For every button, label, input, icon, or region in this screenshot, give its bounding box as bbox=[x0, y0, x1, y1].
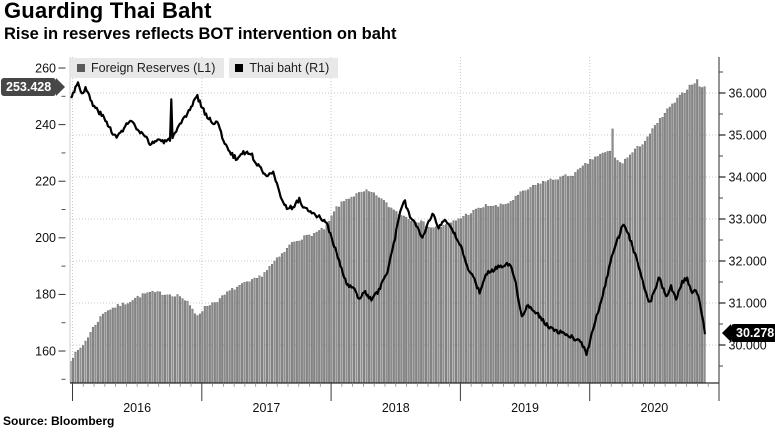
badge-arrow-left-icon bbox=[722, 324, 731, 343]
legend-swatch-icon bbox=[235, 64, 244, 72]
svg-text:240: 240 bbox=[35, 118, 56, 132]
right-axis: 30.00031.00032.00033.00034.00035.00036.0… bbox=[719, 71, 767, 367]
svg-text:36.000: 36.000 bbox=[729, 86, 767, 100]
svg-text:180: 180 bbox=[35, 288, 56, 302]
svg-text:2018: 2018 bbox=[382, 401, 410, 415]
reserves-last-value: 253.428 bbox=[1, 77, 57, 96]
legend-label: Thai baht (R1) bbox=[249, 61, 330, 75]
page-title: Guarding Thai Baht bbox=[4, 0, 212, 23]
svg-text:32.000: 32.000 bbox=[729, 254, 767, 268]
chart-subtitle: Rise in reserves reflects BOT interventi… bbox=[4, 25, 397, 43]
svg-text:34.000: 34.000 bbox=[729, 170, 767, 184]
svg-text:33.000: 33.000 bbox=[729, 212, 767, 226]
legend-swatch-icon bbox=[77, 64, 85, 72]
legend-label: Foreign Reserves (L1) bbox=[91, 61, 216, 75]
source-attribution: Source: Bloomberg bbox=[3, 414, 115, 428]
badge-arrow-right-icon bbox=[56, 77, 66, 96]
bars-foreign-reserves bbox=[69, 79, 706, 383]
last-value-badge-reserves: 253.428 bbox=[1, 77, 66, 96]
x-axis: 2016 2017 2018 2019 2020 bbox=[72, 383, 720, 415]
svg-text:2020: 2020 bbox=[640, 401, 668, 415]
last-value-badge-baht: 30.278 bbox=[722, 324, 775, 343]
svg-text:2016: 2016 bbox=[123, 401, 151, 415]
svg-text:2017: 2017 bbox=[253, 401, 281, 415]
svg-text:35.000: 35.000 bbox=[729, 128, 767, 142]
svg-text:31.000: 31.000 bbox=[729, 296, 767, 310]
legend-item-foreign-reserves: Foreign Reserves (L1) bbox=[71, 58, 225, 78]
left-axis: 160 180 200 220 240 260 bbox=[35, 61, 66, 380]
baht-last-value: 30.278 bbox=[731, 324, 775, 343]
svg-text:200: 200 bbox=[35, 231, 56, 245]
svg-text:2019: 2019 bbox=[511, 401, 539, 415]
svg-text:260: 260 bbox=[35, 61, 56, 75]
legend-item-thai-baht: Thai baht (R1) bbox=[229, 58, 339, 78]
axes bbox=[69, 57, 720, 384]
thai-baht-line bbox=[69, 81, 706, 357]
svg-text:160: 160 bbox=[35, 344, 56, 358]
chart-legend: Foreign Reserves (L1) Thai baht (R1) bbox=[71, 58, 339, 78]
svg-text:220: 220 bbox=[35, 175, 56, 189]
